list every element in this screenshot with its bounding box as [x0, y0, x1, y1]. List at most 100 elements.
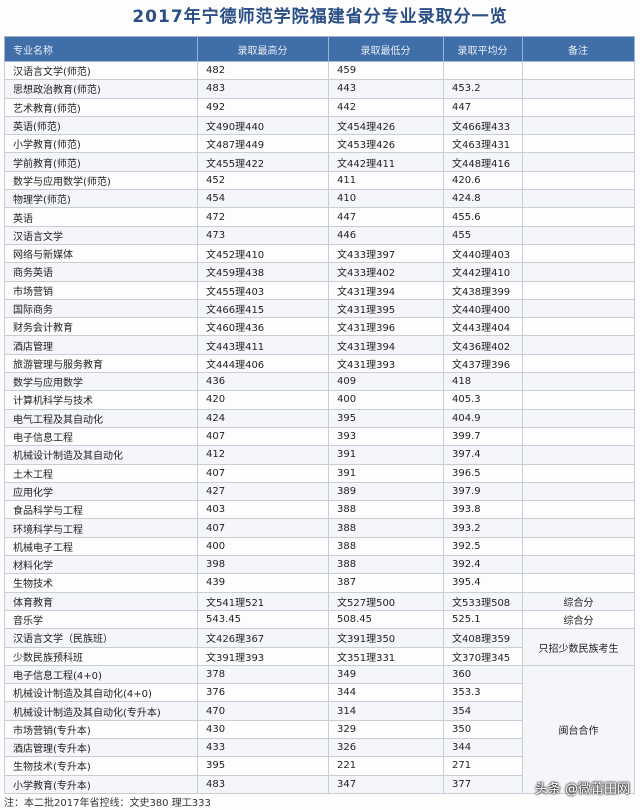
score-cell: 407 — [197, 426, 329, 447]
score-cell: 文438理399 — [443, 280, 523, 300]
score-cell: 455 — [443, 225, 523, 245]
remark-cell — [522, 500, 635, 520]
score-cell: 360 — [443, 664, 523, 685]
major-cell: 财务会计教育 — [4, 317, 198, 337]
score-cell: 文440理400 — [443, 298, 523, 319]
remark-cell — [522, 134, 635, 154]
remark-cell — [522, 426, 635, 447]
table-row: 英语(师范) 文490理440 文454理426 文466理433 — [4, 115, 635, 136]
score-table: 专业名称 录取最高分 录取最低分 录取平均分 备注 汉语言文学(师范) 482 459 思想政… — [4, 36, 635, 794]
remark-cell — [522, 152, 635, 172]
score-cell: 文454理426 — [328, 115, 444, 136]
score-cell: 412 — [197, 445, 329, 465]
table-row: 材料化学 398 388 392.4 — [4, 555, 635, 575]
score-cell: 391 — [328, 463, 444, 483]
table-row: 市场营销(专升本) 430 329 350 — [4, 719, 635, 739]
major-cell: 生物技术 — [4, 573, 198, 593]
score-cell: 文443理411 — [197, 335, 329, 355]
footnote: 注：本二批2017年省控线：文史380 理工333 — [4, 798, 211, 809]
score-cell: 388 — [328, 536, 444, 557]
score-cell: 393 — [328, 426, 444, 447]
remark-cell: 只招少数民族考生 — [522, 628, 635, 666]
score-cell: 439 — [197, 573, 329, 593]
score-cell: 文460理436 — [197, 317, 329, 337]
score-cell: 文442理410 — [443, 262, 523, 282]
score-cell: 文351理331 — [328, 646, 444, 666]
remark-cell — [522, 280, 635, 300]
score-cell: 424.8 — [443, 189, 523, 209]
header-cell: 录取最低分 — [328, 36, 444, 62]
score-cell: 文431理394 — [328, 280, 444, 300]
score-cell: 397.9 — [443, 481, 523, 502]
score-cell: 400 — [197, 536, 329, 557]
score-cell: 文440理403 — [443, 243, 523, 264]
score-cell: 388 — [328, 500, 444, 520]
table-row: 学前教育(师范) 文455理422 文442理411 文448理416 — [4, 152, 635, 172]
table-row: 生物技术 439 387 395.4 — [4, 573, 635, 593]
score-cell: 454 — [197, 189, 329, 209]
score-cell: 344 — [328, 683, 444, 703]
score-cell: 407 — [197, 463, 329, 483]
score-cell: 326 — [328, 737, 444, 758]
score-cell: 483 — [197, 774, 329, 794]
major-cell: 汉语言文学（民族班） — [4, 628, 198, 648]
score-cell: 221 — [328, 756, 444, 776]
table-row: 市场营销 文455理403 文431理394 文438理399 — [4, 280, 635, 300]
score-cell: 472 — [197, 207, 329, 227]
score-cell: 文541理521 — [197, 591, 329, 611]
watermark: 头条 @微莆田网 — [534, 782, 630, 797]
table-row: 酒店管理(专升本) 433 326 344 — [4, 737, 635, 758]
score-cell: 文436理402 — [443, 335, 523, 355]
table-row: 小学教育(师范) 文487理449 文453理426 文463理431 — [4, 134, 635, 154]
score-cell: 405.3 — [443, 390, 523, 410]
remark-cell — [522, 518, 635, 538]
score-cell: 文452理410 — [197, 243, 329, 264]
score-cell: 388 — [328, 555, 444, 575]
score-cell: 350 — [443, 719, 523, 739]
score-cell: 文487理449 — [197, 134, 329, 154]
table-row: 汉语言文学（民族班） 文426理367 文391理350 文408理359 只招少数民族… — [4, 628, 635, 666]
score-cell: 418 — [443, 372, 523, 392]
table-row: 小学教育(专升本) 483 347 377 — [4, 774, 635, 794]
score-cell: 398 — [197, 555, 329, 575]
score-cell: 376 — [197, 683, 329, 703]
score-cell: 文490理440 — [197, 115, 329, 136]
table-row: 思想政治教育(师范) 483 443 453.2 — [4, 79, 635, 99]
major-cell: 网络与新媒体 — [4, 243, 198, 264]
score-cell: 文426理367 — [197, 628, 329, 648]
remark-cell — [522, 170, 635, 191]
score-cell: 407 — [197, 518, 329, 538]
score-cell: 文431理396 — [328, 317, 444, 337]
major-cell: 数学与应用数学 — [4, 372, 198, 392]
table-row: 商务英语 文459理438 文433理402 文442理410 — [4, 262, 635, 282]
major-cell: 机械设计制造及其自动化(4+0) — [4, 683, 198, 703]
major-cell: 市场营销 — [4, 280, 198, 300]
score-cell: 393.8 — [443, 500, 523, 520]
score-cell: 411 — [328, 170, 444, 191]
major-cell: 汉语言文学(师范) — [4, 60, 198, 81]
remark-cell — [522, 463, 635, 483]
score-cell: 446 — [328, 225, 444, 245]
major-cell: 音乐学 — [4, 609, 198, 630]
remark-cell — [522, 555, 635, 575]
table-row: 食品科学与工程 403 388 393.8 — [4, 500, 635, 520]
score-cell: 470 — [197, 701, 329, 721]
major-cell: 国际商务 — [4, 298, 198, 319]
score-cell: 文466理433 — [443, 115, 523, 136]
remark-cell — [522, 115, 635, 136]
table-row: 艺术教育(师范) 492 442 447 — [4, 97, 635, 117]
table-row: 国际商务 文466理415 文431理395 文440理400 — [4, 298, 635, 319]
remark-cell — [522, 573, 635, 593]
score-cell: 文391理350 — [328, 628, 444, 648]
major-cell: 旅游管理与服务教育 — [4, 353, 198, 374]
remark-cell — [522, 225, 635, 245]
major-cell: 物理学(师范) — [4, 189, 198, 209]
remark-cell — [522, 189, 635, 209]
score-cell: 349 — [328, 664, 444, 685]
remark-cell — [522, 408, 635, 428]
header-cell: 备注 — [522, 36, 635, 62]
table-row: 网络与新媒体 文452理410 文433理397 文440理403 — [4, 243, 635, 264]
major-cell: 数学与应用数学(师范) — [4, 170, 198, 191]
score-cell: 399.7 — [443, 426, 523, 447]
